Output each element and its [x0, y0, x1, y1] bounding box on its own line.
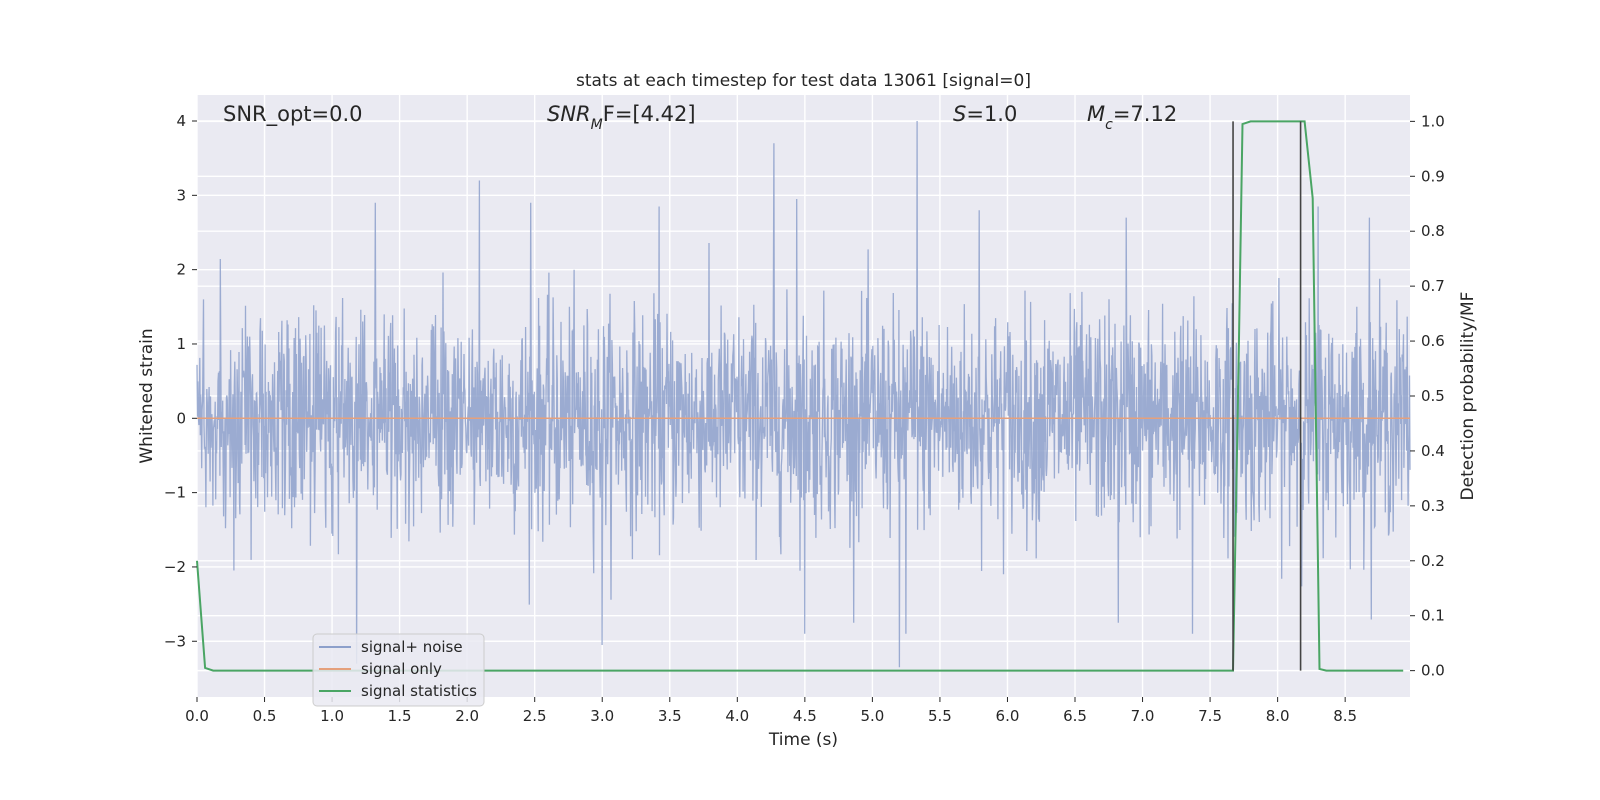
x-tick-label: 5.0	[860, 707, 884, 725]
y2-axis-title: Detection probability/MF	[1458, 292, 1478, 501]
annotation-italic: SNR	[547, 102, 591, 126]
series-layer	[196, 120, 1411, 672]
annotation-text: =7.12	[1113, 102, 1177, 126]
x-tick-label: 1.5	[388, 707, 412, 725]
x-tick-label: 4.5	[793, 707, 817, 725]
annotation-text: F=[4.42]	[603, 102, 696, 126]
y2-tick-label: 0.3	[1421, 497, 1445, 515]
x-tick-label: 1.0	[320, 707, 344, 725]
y2-tick-label: 0.1	[1421, 607, 1445, 625]
y2-tick-label: 0.5	[1421, 387, 1445, 405]
annotation-snr-opt: SNR_opt=0.0	[223, 102, 363, 127]
annotation-text: =1.0	[966, 102, 1017, 126]
y2-tick-label: 0.2	[1421, 552, 1445, 570]
axis-layer: 0.0 0.5 1.0 1.5 2.0 2.5 3.0 3.5 4.0 4.5 5.0 5.5 6.0 6…	[164, 112, 1445, 725]
annotation-snr-mf: SNRMF=[4.42]	[547, 102, 696, 133]
y2-tick-label: 0.7	[1421, 277, 1445, 295]
y-tick-label: 4	[176, 112, 186, 130]
x-axis-title: Time (s)	[768, 730, 838, 750]
legend: signal+ noise signal only signal statistic…	[312, 633, 485, 707]
series-line-signal-noise	[196, 120, 1411, 668]
y-tick-label: −3	[164, 632, 186, 650]
x-tick-label: 0.5	[253, 707, 277, 725]
x-tick-label: 7.0	[1131, 707, 1155, 725]
x-tick-label: 8.0	[1266, 707, 1290, 725]
annotation-subscript: M	[591, 117, 603, 133]
y2-tick-label: 1.0	[1421, 112, 1445, 130]
y2-tick-label: 0.0	[1421, 662, 1445, 680]
legend-label: signal statistics	[361, 682, 477, 700]
y-tick-label: 1	[176, 335, 186, 353]
x-tick-label: 6.5	[1063, 707, 1087, 725]
y2-tick-label: 0.9	[1421, 167, 1445, 185]
y2-tick-label: 0.6	[1421, 332, 1445, 350]
chart-title: stats at each timestep for test data 130…	[576, 71, 1031, 91]
legend-box	[312, 633, 485, 707]
y-tick-label: 3	[176, 186, 186, 204]
x-tick-label: 4.0	[725, 707, 749, 725]
x-tick-label: 7.5	[1198, 707, 1222, 725]
x-tick-label: 2.0	[455, 707, 479, 725]
annotation-italic: M	[1087, 102, 1105, 126]
annotation-text: SNR_opt=0.0	[223, 102, 363, 127]
x-tick-label: 3.5	[658, 707, 682, 725]
x-tick-label: 2.5	[523, 707, 547, 725]
x-tick-label: 8.5	[1333, 707, 1357, 725]
x-tick-label: 3.0	[590, 707, 614, 725]
series-line-2	[196, 120, 1404, 672]
y2-tick-label: 0.4	[1421, 442, 1445, 460]
y-tick-label: 0	[176, 409, 186, 427]
y-tick-label: 2	[176, 261, 186, 279]
annotation-mc-value: Mc=7.12	[1087, 102, 1177, 133]
legend-label: signal+ noise	[361, 638, 463, 656]
annotation-subscript: c	[1105, 117, 1113, 133]
y2-tick-label: 0.8	[1421, 222, 1445, 240]
x-tick-label: 0.0	[185, 707, 209, 725]
annotation-s-value: S=1.0	[953, 102, 1017, 126]
legend-label: signal only	[361, 660, 442, 678]
y-tick-label: −1	[164, 484, 186, 502]
annotation-italic: S	[953, 102, 966, 126]
x-tick-label: 5.5	[928, 707, 952, 725]
annotation-layer: SNR_opt=0.0 SNRMF=[4.42] S=1.0 Mc=7.12	[223, 102, 1177, 133]
y-tick-label: −2	[164, 558, 186, 576]
x-tick-label: 6.0	[996, 707, 1020, 725]
y-axis-title: Whitened strain	[137, 328, 157, 463]
